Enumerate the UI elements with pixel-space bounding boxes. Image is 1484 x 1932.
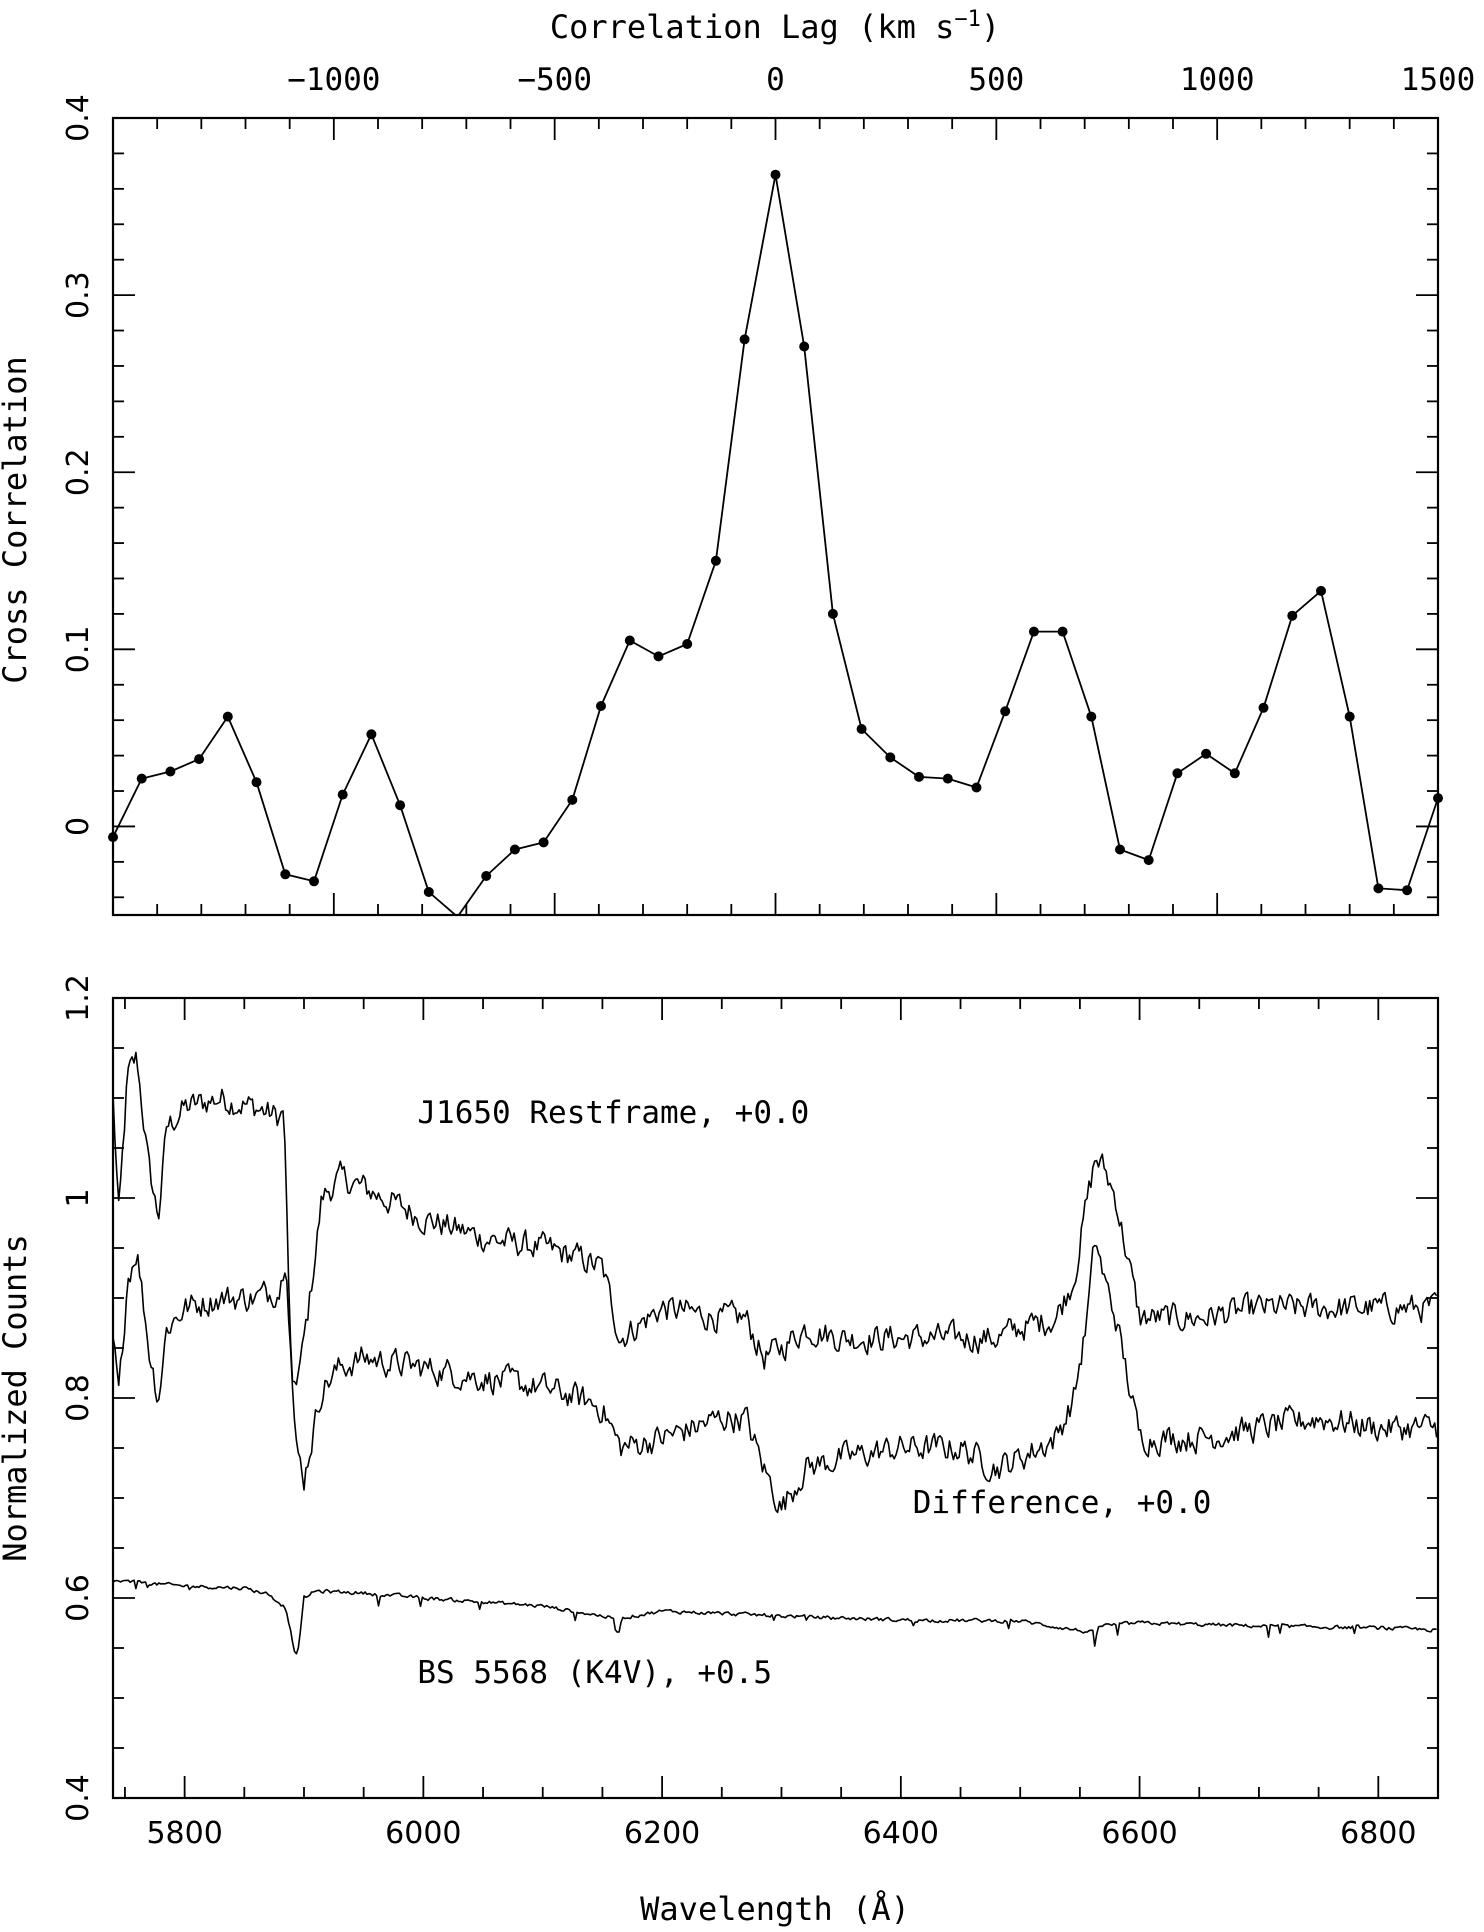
- correlation-point: [337, 789, 348, 800]
- correlation-point: [770, 169, 781, 180]
- correlation-point: [1000, 706, 1011, 717]
- bs5568-spectrum-line: [113, 1579, 1437, 1655]
- correlation-x-tick-label: 0: [766, 62, 785, 98]
- correlation-y-tick-label: 0.1: [61, 625, 96, 673]
- correlation-point: [1172, 768, 1183, 779]
- spectrum-x-tick-label: 6000: [385, 1816, 461, 1851]
- spectrum-y-tick-label: 1: [61, 1188, 96, 1207]
- correlation-y-tick-label: 0: [61, 817, 96, 836]
- correlation-point: [856, 724, 867, 734]
- correlation-point: [1258, 702, 1269, 713]
- spectrum-y-axis-title: Normalized Counts: [0, 1234, 34, 1562]
- correlation-x-tick-label: −1000: [287, 62, 380, 98]
- spectrum-y-tick-label: 0.4: [61, 1774, 96, 1822]
- correlation-point: [1229, 768, 1240, 779]
- correlation-point: [165, 766, 176, 777]
- correlation-point: [194, 754, 205, 765]
- correlation-point: [1344, 711, 1355, 722]
- spectrum-x-tick-label: 6400: [863, 1816, 939, 1851]
- correlation-point: [222, 711, 233, 722]
- difference-spectrum-line: [113, 1244, 1438, 1514]
- correlation-point: [682, 639, 693, 649]
- correlation-point: [827, 608, 838, 619]
- correlation-x-tick-label: 1000: [1180, 62, 1255, 98]
- correlation-point: [108, 832, 118, 843]
- correlation-panel: −1000 −500 0 500 1000 1500 0 0.1 0.2 0.3 0.4 Corre…: [0, 7, 1475, 917]
- correlation-point: [914, 771, 924, 782]
- correlation-x-tick-label: 1500: [1401, 62, 1476, 98]
- spectrum-y-tick-label: 0.6: [61, 1574, 96, 1622]
- correlation-point: [1115, 844, 1125, 855]
- correlation-point: [971, 782, 982, 793]
- correlation-point: [596, 701, 606, 711]
- correlation-point: [423, 887, 434, 897]
- correlation-point: [885, 752, 896, 763]
- correlation-point: [1373, 883, 1384, 894]
- correlation-point: [942, 773, 953, 784]
- correlation-markers: [108, 169, 1443, 897]
- correlation-point: [1433, 793, 1443, 804]
- correlation-point: [366, 729, 377, 740]
- spectrum-x-axis-title: Wavelength (Å): [640, 1890, 910, 1928]
- correlation-point: [538, 837, 549, 848]
- correlation-point: [1201, 748, 1212, 759]
- j1650-label: J1650 Restframe, +0.0: [417, 1095, 809, 1131]
- j1650-spectrum-line: [113, 1051, 1438, 1386]
- correlation-point: [1402, 885, 1413, 896]
- correlation-y-axis-title: Cross Correlation: [0, 356, 34, 684]
- correlation-point: [509, 844, 520, 855]
- correlation-point: [1028, 626, 1039, 637]
- spectrum-annotations: J1650 Restframe, +0.0 Difference, +0.0 BS …: [417, 1095, 1211, 1691]
- correlation-tick-labels: −1000 −500 0 500 1000 1500 0 0.1 0.2 0.3 0.4: [61, 62, 1475, 836]
- correlation-point: [1086, 711, 1097, 722]
- bs5568-label: BS 5568 (K4V), +0.5: [417, 1655, 772, 1691]
- spectrum-lines: [113, 1051, 1438, 1655]
- spectrum-panel: 5800 6000 6200 6400 6600 6800 0.4 0.6 0.8 1 1.2 J1…: [0, 974, 1440, 1928]
- correlation-point: [481, 871, 492, 881]
- correlation-point: [710, 555, 721, 566]
- correlation-point: [251, 777, 262, 788]
- spectrum-x-tick-label: 5800: [146, 1816, 222, 1851]
- correlation-point: [395, 800, 406, 811]
- correlation-point: [1316, 585, 1326, 596]
- correlation-point: [799, 341, 810, 352]
- correlation-point: [567, 794, 578, 805]
- correlation-y-tick-label: 0.2: [61, 448, 96, 496]
- spectrum-tick-labels: 5800 6000 6200 6400 6600 6800 0.4 0.6 0.8 1 1.2: [61, 974, 1416, 1851]
- correlation-point: [280, 869, 291, 880]
- spectrum-x-tick-label: 6800: [1340, 1816, 1416, 1851]
- correlation-point: [1143, 855, 1154, 866]
- spectrum-ticks: [113, 997, 1439, 1799]
- correlation-point: [136, 773, 147, 784]
- correlation-x-tick-label: 500: [968, 62, 1024, 98]
- correlation-y-tick-label: 0.3: [61, 271, 96, 319]
- spectrum-x-tick-label: 6200: [624, 1816, 700, 1851]
- correlation-point: [739, 334, 750, 345]
- correlation-point: [1287, 610, 1298, 621]
- correlation-x-axis-title: Correlation Lag (km s−1): [550, 7, 1000, 46]
- correlation-point: [309, 876, 319, 887]
- spectrum-x-tick-label: 6600: [1101, 1816, 1177, 1851]
- correlation-series-line: [113, 173, 1438, 915]
- correlation-plot-frame: [111, 116, 1440, 917]
- correlation-point: [1057, 626, 1068, 637]
- difference-label: Difference, +0.0: [913, 1485, 1212, 1521]
- spectrum-y-tick-label: 1.2: [61, 974, 96, 1022]
- correlation-y-tick-label: 0.4: [61, 94, 96, 142]
- spectrum-y-tick-label: 0.8: [61, 1374, 96, 1422]
- correlation-x-tick-label: −500: [517, 62, 592, 98]
- correlation-ticks: [112, 117, 1439, 915]
- correlation-point: [653, 651, 664, 662]
- correlation-point: [624, 635, 635, 646]
